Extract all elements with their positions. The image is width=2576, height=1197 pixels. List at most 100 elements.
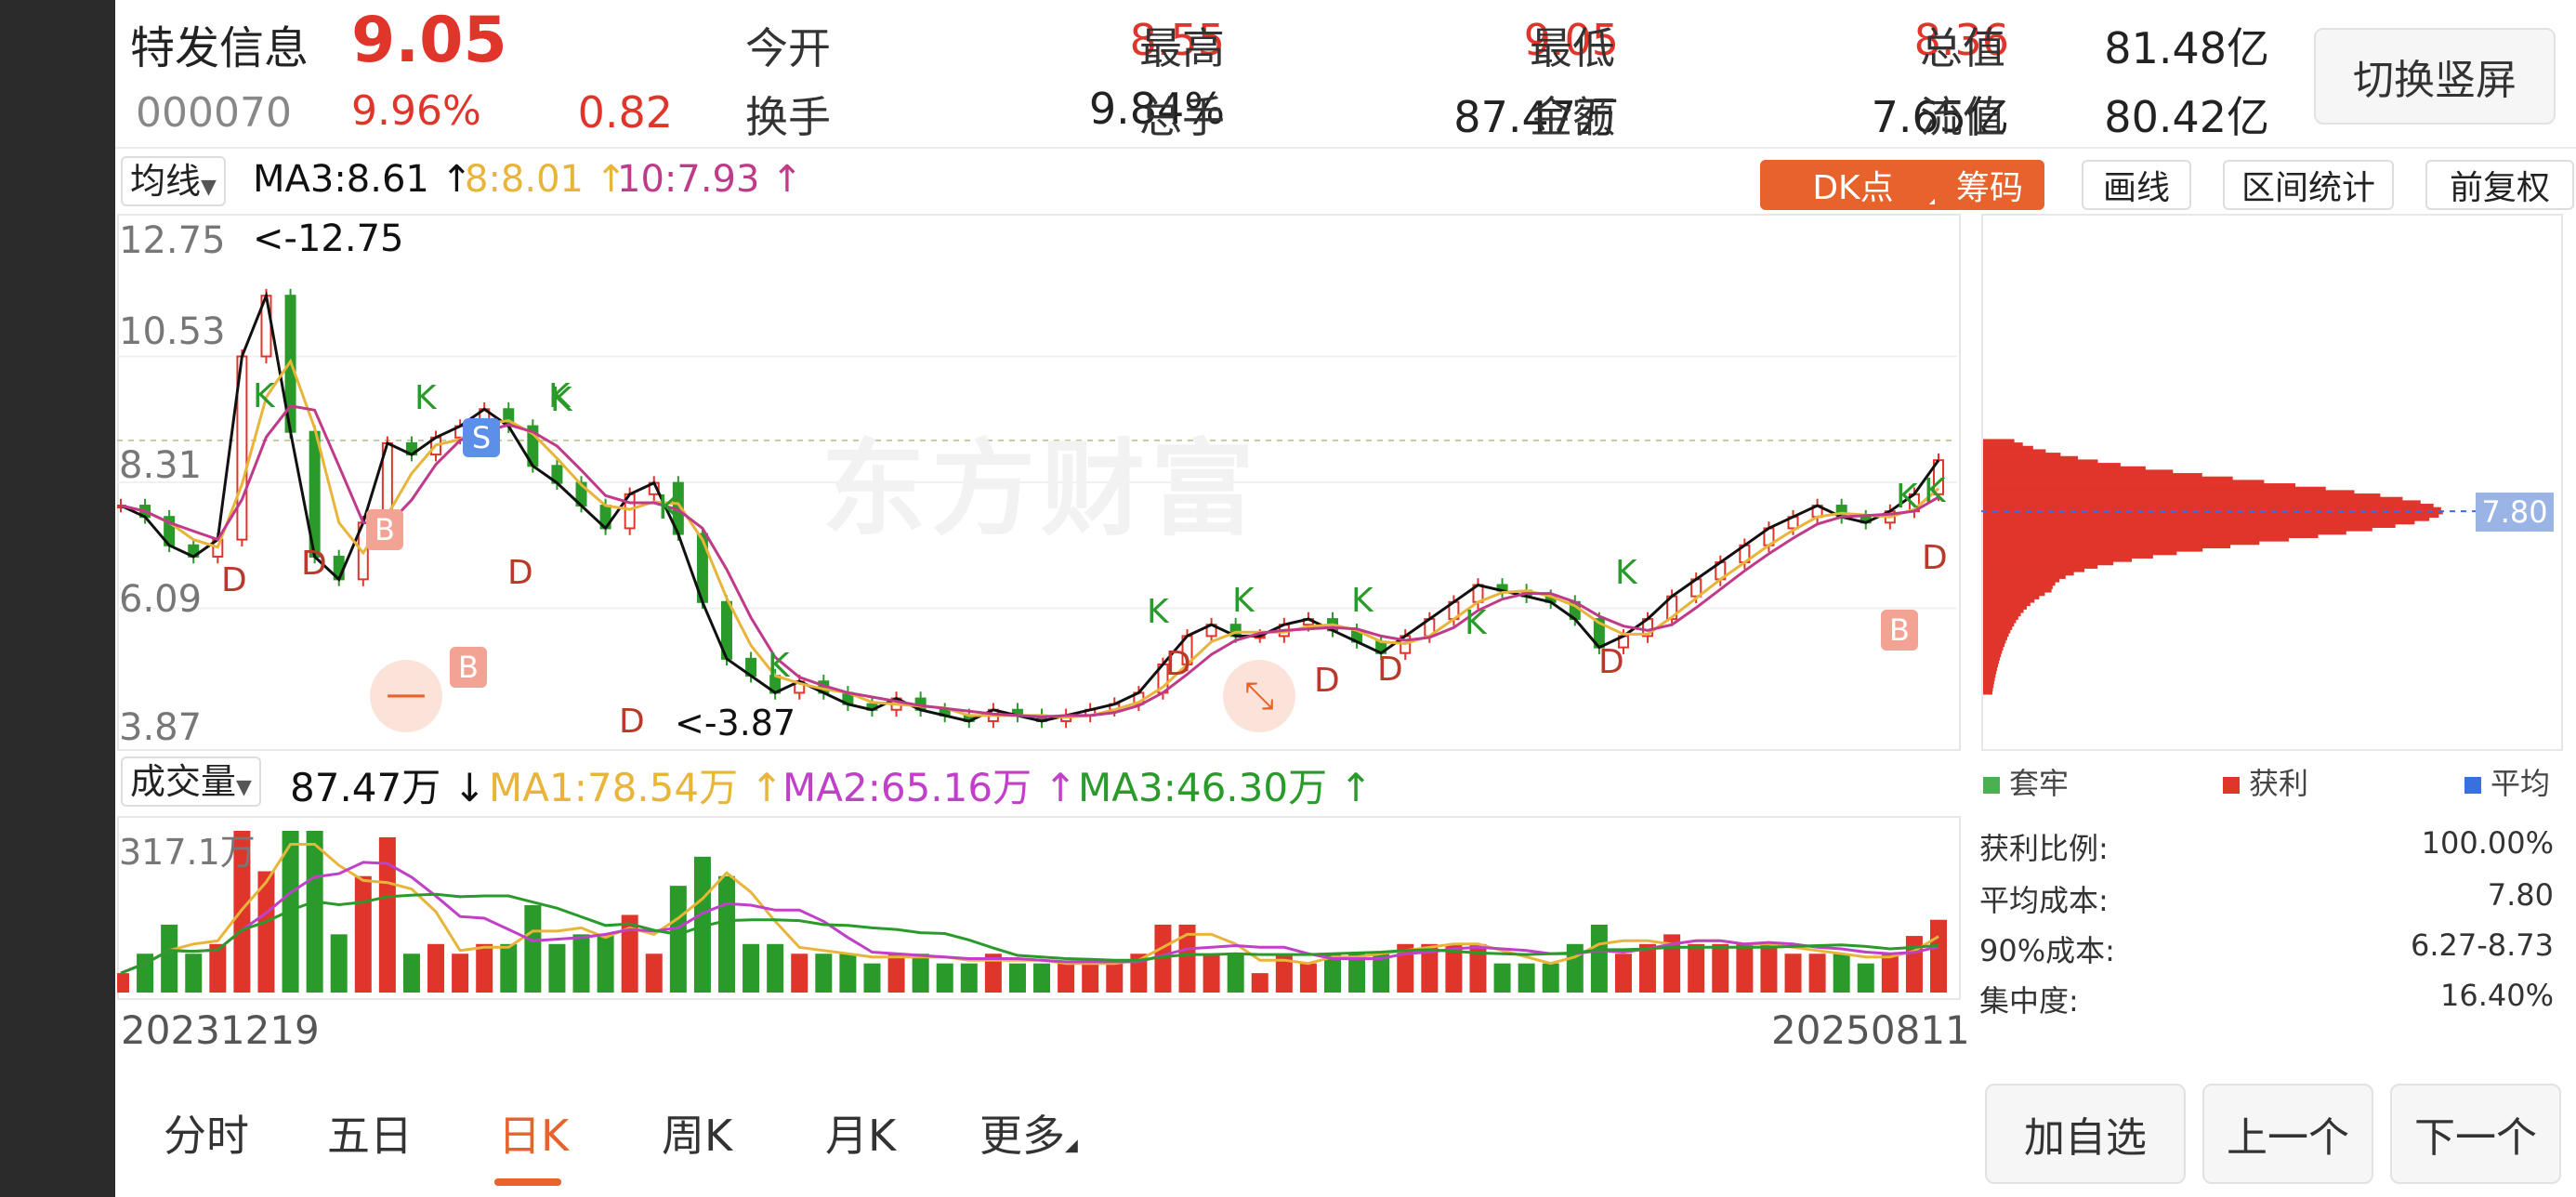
d-signal: D	[1377, 651, 1403, 689]
price-chart[interactable]	[117, 214, 1961, 751]
chip-bar	[1983, 687, 1993, 691]
d-signal: D	[221, 561, 247, 599]
float-label: 流值	[1920, 92, 2005, 142]
volume-bar	[306, 831, 323, 993]
volume-bar	[427, 943, 445, 993]
chip-bar	[1983, 595, 2040, 599]
volume-bar	[1857, 963, 1874, 993]
chip-bar	[1983, 514, 2439, 519]
chip-bar	[1983, 656, 2001, 661]
chip-bar	[1983, 609, 2024, 613]
high-price-marker: <-12.75	[253, 217, 404, 260]
chip-bar	[1983, 455, 2079, 460]
volume-bar	[1397, 943, 1414, 993]
price-axis-label: 8.31	[119, 444, 203, 487]
chip-bar	[1983, 459, 2098, 464]
chip-bar	[1983, 473, 2202, 478]
volume-bar	[137, 954, 154, 993]
volume-chart-frame[interactable]	[117, 816, 1961, 1000]
previous-stock-button[interactable]: 上一个	[2202, 1084, 2373, 1184]
dk-point-button[interactable]: DK点 ◢	[1760, 160, 1946, 210]
volume-bar	[1712, 943, 1729, 993]
tab-daily-k[interactable]: 日K	[498, 1111, 570, 1161]
volume-bar	[1227, 954, 1244, 993]
ma-selector[interactable]: 均线▼	[121, 156, 226, 206]
candle-body	[1933, 459, 1944, 495]
tab-weekly-k[interactable]: 周K	[662, 1111, 733, 1161]
volume-bar	[1784, 954, 1802, 993]
chip-bar	[1983, 625, 2013, 630]
volume-bar	[1082, 963, 1099, 993]
volume-bar	[209, 943, 227, 993]
chip-bar	[1983, 500, 2421, 505]
chip-bar	[1983, 670, 1997, 675]
chip-bar	[1983, 680, 1994, 685]
add-watchlist-button[interactable]: 加自选	[1985, 1084, 2186, 1184]
tab-monthly-k[interactable]: 月K	[825, 1111, 897, 1161]
k-signal: K	[1147, 593, 1169, 631]
d-signal: D	[507, 554, 533, 592]
chip-bar	[1983, 486, 2326, 491]
dropdown-caret-icon: ▼	[236, 776, 252, 799]
corner-triangle-icon: ◢	[1065, 1136, 1078, 1155]
collapse-circle-icon[interactable]: —	[370, 660, 442, 732]
volume-bar	[1033, 963, 1051, 993]
open-value: 8.55	[1129, 15, 1225, 65]
k-signal: K	[1351, 582, 1373, 620]
chip-bar	[1983, 463, 2121, 467]
tab-intraday[interactable]: 分时	[164, 1111, 249, 1161]
chip-bar	[1983, 674, 1996, 678]
adjust-button[interactable]: 前复权	[2425, 160, 2574, 210]
volume-bar	[863, 963, 881, 993]
stat-label: 获利比例:	[1979, 831, 2109, 866]
chip-bar	[1983, 490, 2355, 494]
stock-name: 特发信息	[130, 22, 309, 74]
volume-bar	[500, 943, 518, 993]
turnover-label: 换手	[745, 92, 831, 142]
volume-bar	[1905, 936, 1923, 993]
volume-bar	[1130, 954, 1148, 993]
range-stats-button[interactable]: 区间统计	[2223, 160, 2394, 210]
low-value: 8.36	[1913, 15, 2009, 65]
ma3-readout: MA3:8.61 ↑	[253, 158, 473, 201]
toggle-portrait-button[interactable]: 切换竖屏	[2314, 28, 2556, 125]
k-signal: K	[414, 379, 437, 417]
legend-profit: 获利	[2249, 766, 2309, 801]
volume-bar	[257, 871, 275, 993]
d-signal: D	[1922, 539, 1948, 577]
draw-line-button[interactable]: 画线	[2082, 160, 2191, 210]
volume-bar	[1154, 924, 1172, 993]
next-stock-button[interactable]: 下一个	[2390, 1084, 2561, 1184]
k-signal: K	[1896, 478, 1918, 516]
volume-value: 87.47万	[1453, 92, 1619, 142]
s-signal-label: S	[471, 420, 492, 455]
volume-chart[interactable]	[117, 816, 1961, 1000]
d-signal: D	[1598, 643, 1624, 681]
volume-selector[interactable]: 成交量▼	[121, 756, 261, 807]
volume-readout: 87.47万 ↓	[290, 765, 486, 810]
tab-five-day[interactable]: 五日	[327, 1111, 413, 1161]
b-signal-label: B	[375, 512, 395, 547]
chip-bar	[1983, 619, 2017, 624]
shrink-arrows-icon[interactable]: ⤡	[1223, 660, 1295, 732]
volume-bar	[1373, 954, 1390, 993]
stat-label: 平均成本:	[1979, 883, 2109, 918]
chip-bar	[1983, 623, 2015, 627]
volume-bar	[936, 963, 953, 993]
low-label: 最低	[1530, 23, 1615, 73]
chips-button[interactable]: 筹码	[1935, 160, 2044, 210]
volume-bar	[1542, 963, 1559, 993]
mktcap-value: 81.48亿	[2104, 23, 2269, 73]
volume-bar	[1203, 954, 1220, 993]
left-edge-bar	[0, 0, 115, 1197]
tab-more[interactable]: 更多◢	[979, 1102, 1078, 1164]
k-signal: K	[1615, 554, 1637, 592]
chip-bar	[1983, 449, 2046, 454]
chip-bar	[1983, 677, 1995, 681]
volume-bar	[1639, 943, 1657, 993]
k-signal: K	[1465, 604, 1487, 642]
volume-bar	[839, 954, 857, 993]
stat-value: 7.80	[2487, 877, 2554, 913]
date-end: 20250811	[1771, 1007, 1970, 1053]
header-divider	[115, 147, 2576, 149]
